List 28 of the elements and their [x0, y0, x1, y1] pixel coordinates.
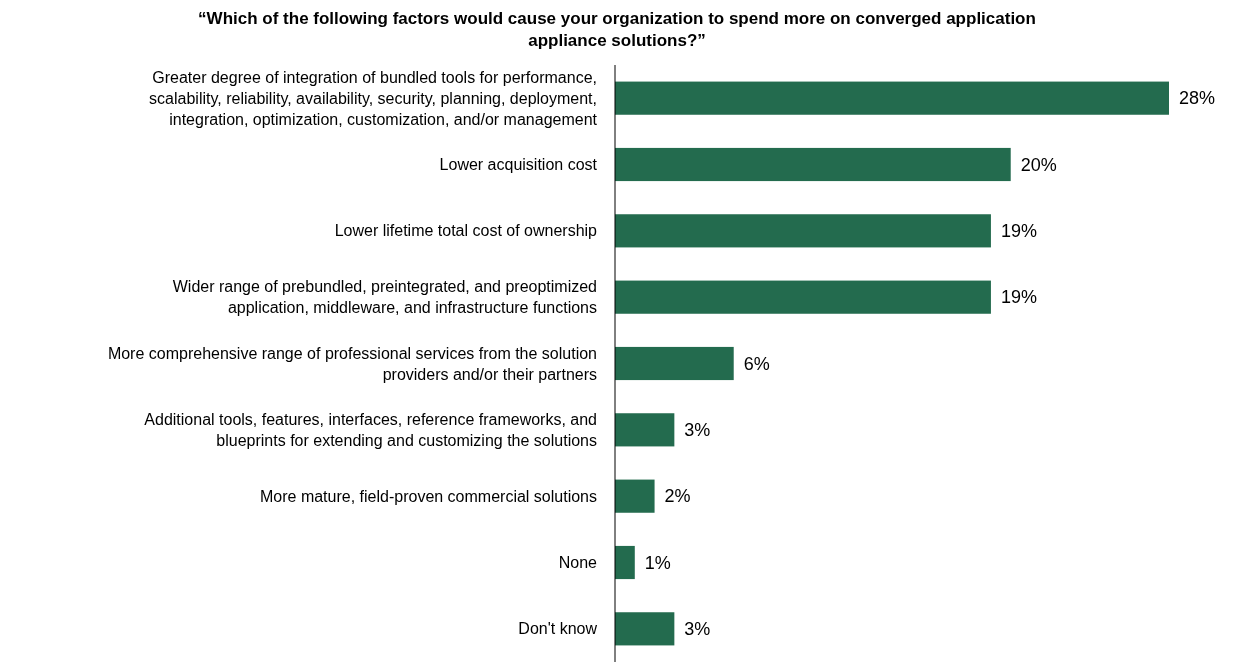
bar [615, 479, 655, 513]
y-tick-label: Additional tools, features, interfaces, reference frameworks, and blueprints for extending and customizing the solutions [144, 410, 597, 449]
bar [615, 81, 1169, 115]
data-label: 3% [684, 619, 711, 640]
data-label: 1% [644, 552, 671, 573]
bar [615, 413, 675, 447]
y-tick-label: Lower acquisition cost [439, 156, 598, 174]
y-tick-label: Lower lifetime total cost of ownership [334, 222, 598, 240]
data-label: 20% [1020, 154, 1057, 175]
data-label: 3% [684, 420, 711, 441]
bar [615, 147, 1011, 182]
data-label: 2% [664, 486, 691, 507]
data-label: 28% [1179, 88, 1216, 109]
y-tick-label: Wider range of prebundled, preintegrated, and preoptimized application, middleware, and infrastructure functions [172, 278, 597, 317]
chart-title: “Which of the following factors would cause your organization to spend more on converged application appliance solutions?” [198, 9, 1036, 50]
y-tick-label: Greater degree of integration of bundled tools for performance, scalability, reliability, availability, security, planning, deployment, integration, optimization, customization, and/or management [149, 68, 598, 128]
bar [615, 346, 734, 381]
data-label: 19% [1000, 221, 1037, 242]
y-tick-label: More mature, field-proven commercial solutions [259, 487, 597, 505]
bar [615, 214, 991, 248]
bar [615, 612, 675, 646]
bar [615, 545, 635, 580]
y-tick-label: Don't know [518, 620, 598, 638]
y-tick-label: None [558, 554, 598, 572]
y-tick-label: More comprehensive range of professional services from the solution providers and/or their partners [107, 344, 597, 383]
data-label: 6% [743, 353, 770, 374]
data-label: 19% [1000, 287, 1037, 308]
bar [615, 280, 991, 314]
